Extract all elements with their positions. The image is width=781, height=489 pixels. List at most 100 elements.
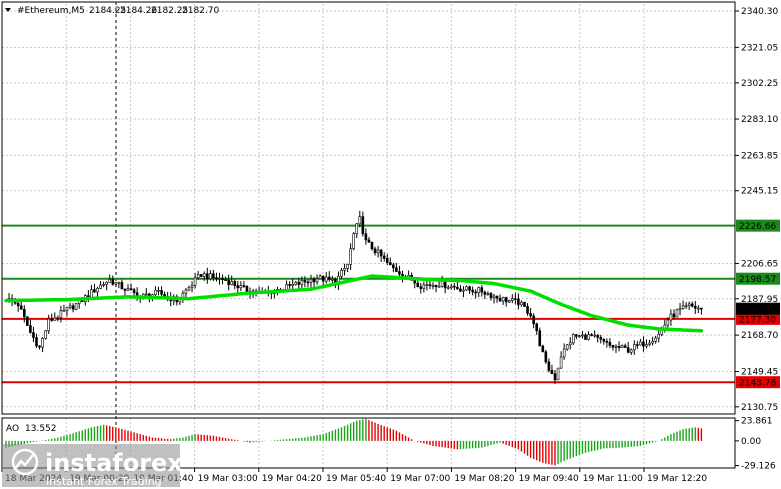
candle-body bbox=[44, 330, 47, 339]
candle-body bbox=[468, 286, 471, 291]
candle-body bbox=[678, 308, 682, 311]
candle-body bbox=[636, 344, 639, 346]
candle-body bbox=[385, 258, 389, 263]
candle-body bbox=[111, 279, 115, 285]
candle-body bbox=[59, 310, 63, 318]
candle-body bbox=[90, 289, 93, 298]
candle-body bbox=[501, 297, 505, 302]
candle-body bbox=[324, 276, 328, 282]
candle-body bbox=[56, 317, 60, 319]
indicator-name: AO bbox=[6, 424, 19, 434]
candle-body bbox=[504, 297, 508, 303]
candle-body bbox=[288, 284, 291, 286]
candle-body bbox=[599, 337, 603, 340]
candle-body bbox=[514, 298, 517, 300]
candle-body bbox=[608, 342, 612, 346]
candle-body bbox=[440, 280, 444, 287]
candle-body bbox=[193, 277, 197, 286]
candle-body bbox=[477, 287, 481, 293]
candle-body bbox=[212, 273, 215, 278]
candle-body bbox=[132, 289, 136, 294]
ao-tick-label: -29.126 bbox=[741, 462, 776, 472]
candle-body bbox=[340, 269, 343, 277]
candle-body bbox=[498, 297, 502, 302]
candle-body bbox=[343, 268, 346, 271]
candle-body bbox=[379, 249, 383, 257]
price-tick-label: 2321.05 bbox=[741, 43, 778, 53]
candle-body bbox=[233, 281, 237, 286]
watermark-tagline: Instant Forex Trading bbox=[46, 475, 162, 488]
candle-body bbox=[145, 293, 148, 296]
symbol-header: #Ethereum,M5 2184.25 2184.26 2182.25 218… bbox=[5, 6, 219, 16]
candle-body bbox=[236, 285, 240, 289]
candle-body bbox=[154, 290, 157, 296]
candle-body bbox=[160, 290, 163, 295]
candle-body bbox=[102, 284, 105, 286]
candle-body bbox=[352, 233, 356, 249]
candle-body bbox=[495, 295, 499, 299]
moving-average bbox=[4, 274, 704, 333]
candle-body bbox=[654, 337, 657, 342]
candle-body bbox=[364, 233, 368, 241]
price-tick-label: 2263.85 bbox=[741, 151, 778, 161]
candle-body bbox=[547, 361, 551, 371]
candle-body bbox=[349, 248, 352, 265]
level-tag-label: 2198.57 bbox=[739, 275, 776, 285]
candle-body bbox=[358, 216, 362, 225]
symbol-caption: #Ethereum,M5 bbox=[17, 6, 85, 16]
candle-body bbox=[645, 344, 648, 347]
candle-body bbox=[687, 303, 691, 307]
dropdown-arrow-icon[interactable] bbox=[5, 8, 11, 12]
candle-body bbox=[239, 285, 243, 289]
candle-body bbox=[526, 306, 529, 314]
candle-body bbox=[370, 241, 374, 250]
price-tick-label: 2340.30 bbox=[741, 7, 778, 17]
level-tag-label: 2177.30 bbox=[739, 315, 776, 325]
candle-body bbox=[669, 313, 673, 321]
candle-body bbox=[587, 334, 590, 340]
candle-body bbox=[108, 279, 111, 283]
candle-body bbox=[651, 341, 654, 344]
current-price-tag bbox=[736, 302, 780, 315]
candle-body bbox=[16, 302, 20, 307]
ao-pane-frame bbox=[1, 417, 736, 469]
candle-body bbox=[41, 337, 44, 348]
horizontal-levels bbox=[2, 224, 735, 384]
candle-body bbox=[327, 276, 331, 280]
time-tick-label: 19 Mar 09:40 bbox=[519, 474, 579, 484]
candle-body bbox=[123, 288, 127, 291]
candle-body bbox=[413, 280, 417, 284]
candle-body bbox=[230, 281, 233, 285]
candle-body bbox=[605, 340, 609, 343]
candle-body bbox=[559, 356, 563, 369]
candle-body bbox=[202, 273, 206, 277]
candle-body bbox=[218, 277, 221, 280]
candle-body bbox=[675, 309, 679, 318]
candle-body bbox=[245, 285, 249, 292]
candle-body bbox=[480, 287, 484, 293]
candle-body bbox=[74, 303, 78, 310]
candle-body bbox=[541, 345, 545, 353]
candle-body bbox=[209, 273, 212, 280]
candle-body bbox=[26, 316, 29, 326]
candle-body bbox=[120, 282, 124, 290]
candle-body bbox=[312, 278, 316, 283]
candle-body bbox=[538, 330, 542, 347]
candle-body bbox=[568, 342, 572, 346]
candle-body bbox=[373, 248, 377, 254]
candle-body bbox=[507, 300, 511, 303]
candle-body bbox=[529, 313, 532, 317]
candle-body bbox=[437, 285, 441, 288]
indicator-header: AO 13.552 bbox=[6, 424, 57, 434]
ao-tick-label: 23.861 bbox=[741, 417, 773, 427]
candle-body bbox=[367, 239, 371, 243]
candle-body bbox=[425, 284, 429, 286]
candle-body bbox=[666, 319, 670, 326]
candle-body bbox=[465, 286, 468, 291]
price-tick-label: 2168.70 bbox=[741, 331, 778, 341]
candle-body bbox=[672, 313, 676, 318]
candle-body bbox=[29, 325, 32, 333]
